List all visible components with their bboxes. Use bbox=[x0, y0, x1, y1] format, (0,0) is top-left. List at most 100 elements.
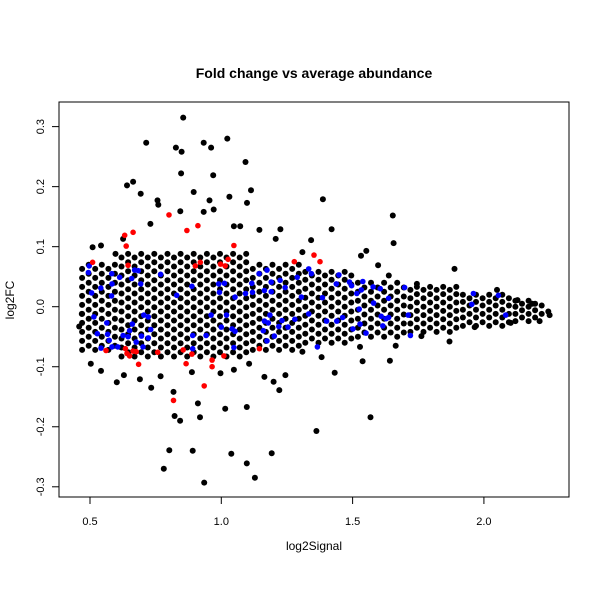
data-point bbox=[164, 268, 171, 275]
data-point bbox=[341, 268, 348, 275]
data-point bbox=[173, 292, 180, 299]
data-point bbox=[166, 212, 172, 218]
data-point bbox=[440, 299, 447, 306]
data-point bbox=[243, 286, 250, 293]
data-point bbox=[215, 281, 222, 287]
data-point bbox=[265, 320, 272, 326]
data-point bbox=[282, 372, 289, 379]
data-point bbox=[276, 292, 283, 299]
data-point bbox=[413, 299, 420, 306]
data-point bbox=[236, 290, 243, 297]
data-point bbox=[302, 339, 309, 346]
data-point bbox=[479, 295, 486, 302]
data-point bbox=[341, 294, 348, 301]
data-point bbox=[230, 250, 237, 257]
data-point bbox=[302, 330, 309, 337]
data-point bbox=[197, 272, 204, 279]
data-point bbox=[223, 335, 230, 342]
data-point bbox=[222, 405, 229, 412]
data-point bbox=[285, 324, 291, 330]
x-tick-label: 1.0 bbox=[214, 516, 229, 528]
data-point bbox=[440, 283, 447, 290]
data-point bbox=[315, 294, 322, 301]
data-point bbox=[453, 283, 460, 290]
data-point bbox=[164, 322, 171, 329]
data-point bbox=[401, 284, 408, 291]
data-point bbox=[201, 479, 208, 486]
data-point bbox=[210, 206, 217, 213]
data-point bbox=[236, 281, 243, 288]
data-point bbox=[111, 306, 118, 313]
data-point bbox=[272, 235, 279, 242]
data-point bbox=[256, 288, 263, 295]
data-point bbox=[157, 344, 164, 351]
data-point bbox=[144, 299, 151, 306]
data-point bbox=[308, 281, 315, 288]
data-point bbox=[400, 329, 407, 336]
data-point bbox=[276, 387, 283, 394]
data-point bbox=[256, 324, 263, 331]
data-point bbox=[374, 293, 381, 300]
data-point bbox=[164, 250, 171, 257]
data-point bbox=[328, 276, 335, 283]
data-point bbox=[85, 315, 92, 322]
data-point bbox=[171, 335, 177, 342]
data-point bbox=[427, 316, 434, 323]
data-point bbox=[118, 254, 125, 261]
data-point bbox=[328, 339, 335, 346]
data-point bbox=[451, 265, 458, 272]
data-point bbox=[387, 302, 394, 309]
data-point bbox=[144, 290, 151, 297]
data-point bbox=[538, 302, 545, 309]
data-point bbox=[385, 272, 392, 279]
data-point bbox=[230, 286, 237, 293]
data-point bbox=[88, 290, 95, 296]
data-point bbox=[243, 340, 250, 347]
y-tick-label: -0.1 bbox=[35, 357, 47, 376]
data-point bbox=[98, 306, 105, 313]
data-point bbox=[440, 324, 447, 331]
data-point bbox=[298, 294, 305, 300]
data-point bbox=[98, 297, 105, 304]
data-point bbox=[407, 295, 414, 302]
data-point bbox=[341, 303, 348, 310]
data-point bbox=[144, 254, 151, 261]
data-point bbox=[315, 276, 322, 283]
data-point bbox=[367, 414, 374, 421]
data-point bbox=[135, 267, 142, 274]
data-point bbox=[203, 277, 210, 284]
data-point bbox=[223, 344, 230, 351]
data-point bbox=[197, 344, 204, 351]
data-point bbox=[76, 323, 83, 330]
data-point bbox=[381, 306, 388, 313]
data-point bbox=[112, 250, 119, 257]
data-point bbox=[394, 324, 401, 331]
data-point bbox=[358, 252, 364, 259]
data-point bbox=[407, 286, 414, 293]
data-point bbox=[418, 333, 425, 340]
data-point bbox=[328, 330, 335, 337]
data-point bbox=[282, 342, 289, 349]
data-point bbox=[177, 340, 184, 347]
data-point bbox=[519, 300, 525, 307]
data-point bbox=[109, 344, 115, 350]
data-point bbox=[360, 278, 366, 285]
data-point bbox=[217, 370, 224, 377]
data-point bbox=[313, 428, 320, 434]
data-point bbox=[111, 324, 118, 331]
data-point bbox=[203, 349, 210, 356]
data-point bbox=[407, 303, 414, 310]
data-point bbox=[386, 357, 393, 364]
data-point bbox=[289, 265, 296, 272]
data-point bbox=[385, 295, 392, 302]
data-point bbox=[222, 263, 228, 269]
data-point bbox=[177, 313, 184, 320]
data-point bbox=[242, 159, 249, 165]
data-point bbox=[295, 288, 302, 295]
data-point bbox=[446, 303, 453, 310]
data-point bbox=[267, 312, 273, 318]
data-point bbox=[172, 144, 179, 151]
data-point bbox=[228, 450, 235, 457]
data-point bbox=[473, 306, 479, 313]
data-point bbox=[333, 281, 340, 287]
